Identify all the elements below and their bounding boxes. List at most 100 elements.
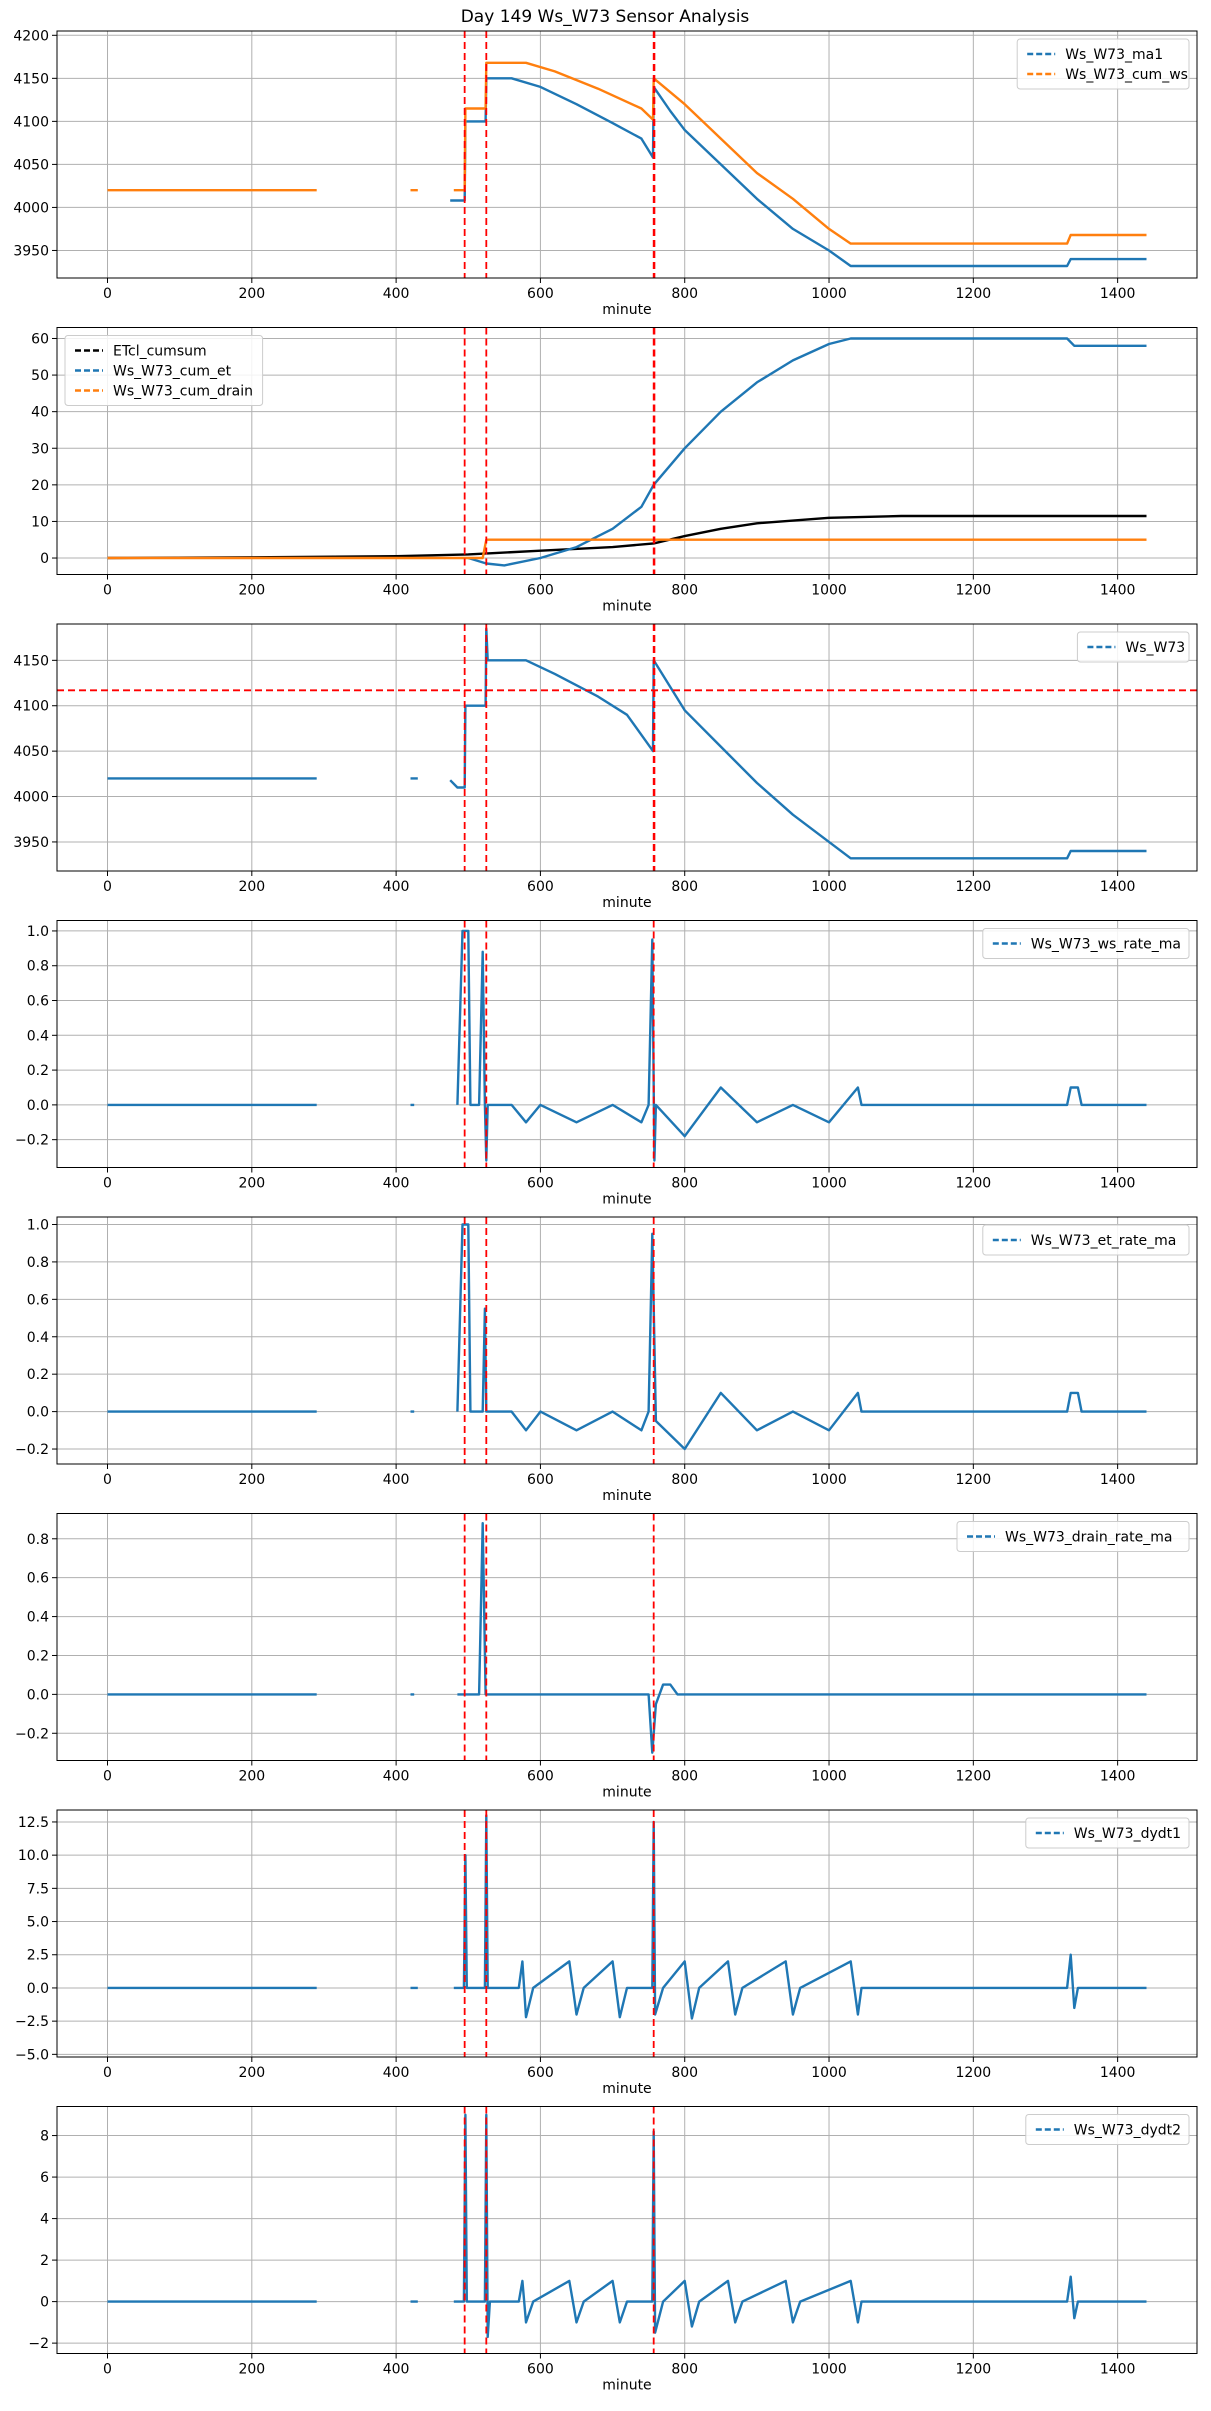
x-tick-label: 1400 [1100, 1769, 1136, 1785]
x-tick-label: 600 [527, 286, 554, 302]
axes-frame [56, 920, 1198, 1168]
y-tick-label: 0.2 [27, 1648, 49, 1664]
y-tick-label: 0.0 [27, 1687, 49, 1703]
legend: Ws_W73_ma1 Ws_W73_cum_ws [1016, 38, 1190, 90]
x-tick-label: 600 [527, 1769, 554, 1785]
legend-label: Ws_W73_et_rate_ma [1031, 1233, 1177, 1249]
x-axis-label: minute [602, 2378, 651, 2394]
y-tick-label: 1.0 [27, 924, 49, 940]
x-tick-label: 1200 [956, 1176, 992, 1192]
y-tick-label: 4050 [13, 744, 49, 760]
y-tick-label: 0.0 [27, 1098, 49, 1114]
x-tick-label: 0 [103, 286, 112, 302]
legend-label: Ws_W73_cum_drain [113, 384, 253, 400]
y-tick-label: 0.0 [27, 1981, 49, 1997]
x-tick-label: 600 [527, 879, 554, 895]
y-tick-label: 12.5 [18, 1815, 49, 1831]
x-tick-label: 400 [383, 2362, 410, 2378]
y-tick-label: 7.5 [27, 1881, 49, 1897]
y-tick-label: 0.6 [27, 1571, 49, 1587]
legend-label: Ws_W73_dydt2 [1074, 2123, 1181, 2139]
axes-frame [56, 30, 1198, 279]
gridlines [57, 1217, 1197, 1464]
x-tick-label: 200 [238, 583, 265, 599]
x-tick-label: 200 [238, 1472, 265, 1488]
y-tick-label: 3950 [13, 835, 49, 851]
legend-box [956, 1521, 1190, 1552]
series-group [107, 1522, 1147, 1754]
x-tick-label: 200 [238, 879, 265, 895]
legend-label: Ws_W73_drain_rate_ma [1005, 1530, 1172, 1546]
y-tick-label: 60 [31, 331, 49, 347]
x-tick-label: 800 [671, 2362, 698, 2378]
series-Ws_W73_et_rate_ma [107, 1223, 1147, 1451]
y-tick-label: 0.6 [27, 994, 49, 1010]
x-tick-label: 0 [103, 2065, 112, 2081]
y-tick-label: 0.4 [27, 1610, 49, 1626]
figure-title: Day 149 Ws_W73 Sensor Analysis [461, 7, 750, 27]
y-tick-label: 4200 [13, 28, 49, 44]
gridlines [57, 31, 1197, 278]
series-Ws_W73_cum_drain [107, 538, 1147, 560]
x-tick-label: 1000 [811, 2362, 847, 2378]
x-axis-label: minute [602, 599, 651, 615]
x-tick-label: 1200 [956, 879, 992, 895]
y-tick-label: 2.5 [27, 1948, 49, 1964]
legend-box [1016, 38, 1190, 90]
legend-label: Ws_W73_ma1 [1065, 47, 1163, 63]
y-tick-label: 10.0 [18, 1848, 49, 1864]
x-tick-label: 0 [103, 583, 112, 599]
x-tick-label: 400 [383, 2065, 410, 2081]
series-Ws_W73_ws_rate_ma [107, 929, 1147, 1162]
y-tick-label: 4000 [13, 200, 49, 216]
subplot-panels: 0 200 400 600 800 1000 1200 1400395040004050410… [13, 28, 1198, 2394]
x-tick-label: 800 [671, 2065, 698, 2081]
x-tick-label: 400 [383, 286, 410, 302]
y-tick-label: 4000 [13, 790, 49, 806]
x-tick-label: 1000 [811, 879, 847, 895]
x-tick-label: 1400 [1100, 2065, 1136, 2081]
series-Ws_W73_dydt2 [107, 2113, 1147, 2339]
y-tick-label: 0.2 [27, 1367, 49, 1383]
x-tick-label: 400 [383, 879, 410, 895]
x-tick-label: 1400 [1100, 1176, 1136, 1192]
series-Ws_W73_cum_ws [107, 61, 1147, 245]
x-axis-label: minute [602, 302, 651, 318]
x-tick-label: 0 [103, 1176, 112, 1192]
x-tick-label: 1400 [1100, 286, 1136, 302]
legend-label: Ws_W73 [1125, 640, 1185, 656]
y-tick-label: 50 [31, 368, 49, 384]
x-tick-label: 800 [671, 1472, 698, 1488]
legend-label: ETcl_cumsum [113, 344, 207, 360]
subplot-5: 0 200 400 600 800 1000 1200 1400 −0.2 0.0 0.2 0.4 0.… [15, 1216, 1198, 1504]
series-Ws_W73 [107, 627, 1147, 860]
x-tick-label: 600 [527, 2362, 554, 2378]
y-tick-label: −2 [28, 2336, 49, 2352]
x-tick-label: 600 [527, 1472, 554, 1488]
y-tick-label: −0.2 [15, 1726, 49, 1742]
legend-box [1025, 2114, 1190, 2145]
x-tick-label: 1000 [811, 286, 847, 302]
x-tick-label: 200 [238, 1176, 265, 1192]
x-tick-label: 200 [238, 1769, 265, 1785]
x-tick-label: 400 [383, 1176, 410, 1192]
y-tick-label: −2.5 [15, 2014, 49, 2030]
legend: Ws_W73_dydt1 [1025, 1817, 1190, 1849]
x-tick-label: 0 [103, 2362, 112, 2378]
x-tick-label: 1000 [811, 1472, 847, 1488]
series-group [107, 337, 1147, 567]
subplot-2: 0 200 400 600 800 1000 1200 1400 0 10 20 30 40 50 60 mi… [31, 327, 1198, 615]
legend-box [1076, 631, 1190, 663]
gridlines [57, 624, 1197, 871]
series-group [107, 1223, 1147, 1451]
y-tick-label: 4150 [13, 653, 49, 669]
y-tick-label: 2 [40, 2253, 49, 2269]
x-tick-label: 400 [383, 1769, 410, 1785]
y-tick-label: 20 [31, 478, 49, 494]
x-axis-label: minute [602, 1785, 651, 1801]
x-tick-label: 1200 [956, 583, 992, 599]
legend: Ws_W73 [1076, 631, 1190, 663]
legend: Ws_W73_et_rate_ma [982, 1224, 1190, 1256]
series-group [107, 627, 1147, 860]
